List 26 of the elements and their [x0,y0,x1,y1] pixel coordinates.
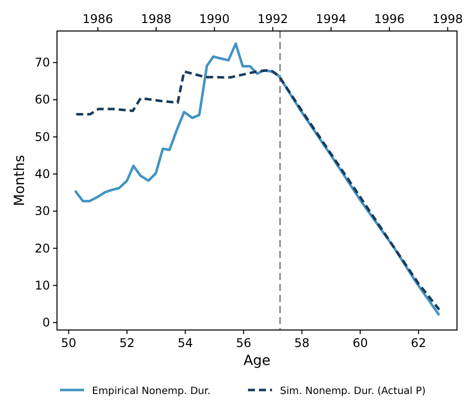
x2-tick-label: 1986 [82,12,114,26]
x-axis-title: Age [243,353,271,369]
y-axis-title: Months [12,154,28,206]
x-tick-label: 58 [294,336,310,350]
y-tick-label: 20 [34,241,50,256]
x2-tick-label: 1998 [432,12,463,26]
legend-label: Empirical Nonemp. Dur. [92,386,211,397]
y-tick-label: 50 [34,130,50,144]
x-tick-label: 54 [178,336,193,350]
x-tick-label: 50 [61,336,76,350]
y-tick-label: 0 [42,316,50,330]
x2-tick-label: 1996 [374,12,405,26]
x2-tick-label: 1992 [257,12,288,26]
x-tick-label: 56 [236,336,252,350]
x-tick-label: 52 [119,336,135,350]
y-tick-label: 40 [34,167,50,181]
x2-tick-label: 1988 [140,12,172,26]
y-tick-label: 10 [34,278,50,292]
x-tick-label: 60 [352,336,368,350]
legend-label: Sim. Nonemp. Dur. (Actual P) [280,386,426,397]
y-tick-label: 30 [34,204,50,218]
x-tick-label: 62 [410,336,426,350]
x2-tick-label: 1990 [199,12,230,26]
y-tick-label: 60 [34,92,50,107]
y-tick-label: 70 [34,56,50,70]
x2-tick-label: 1994 [316,12,346,26]
